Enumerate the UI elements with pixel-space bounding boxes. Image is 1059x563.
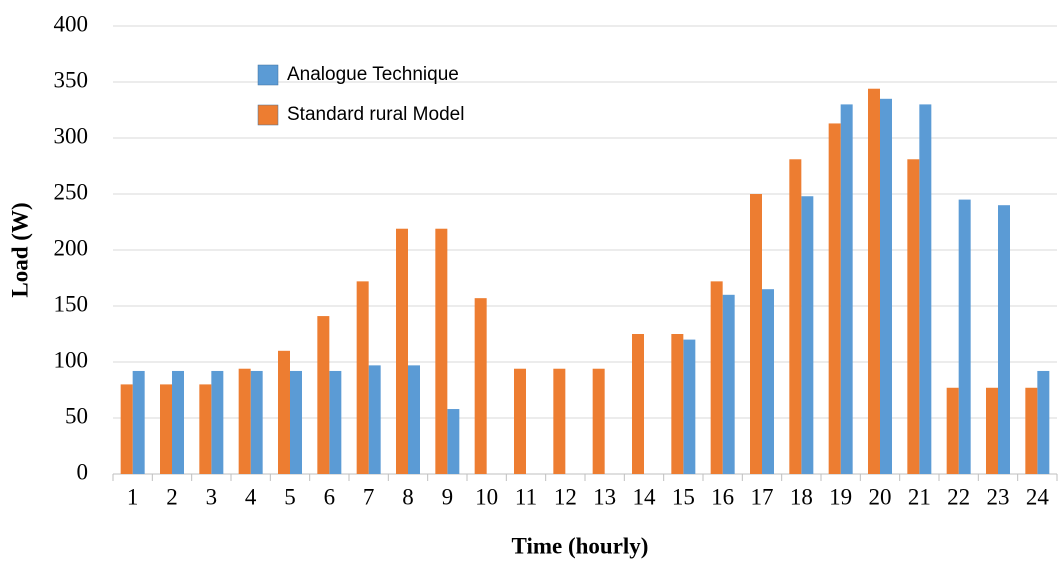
- bar: [211, 370, 224, 474]
- bar: [120, 384, 133, 474]
- bar: [998, 205, 1010, 474]
- bar: [368, 365, 381, 474]
- bar: [632, 334, 644, 474]
- bar: [958, 199, 971, 474]
- bar: [435, 228, 448, 474]
- bar: [840, 104, 853, 475]
- x-tick-label: 6: [324, 484, 336, 509]
- bar: [750, 194, 762, 474]
- y-tick-label: 0: [77, 459, 89, 484]
- bar: [907, 159, 920, 474]
- y-tick-label: 350: [54, 67, 89, 92]
- bar: [238, 368, 251, 474]
- bar: [132, 370, 145, 474]
- x-tick-label: 10: [475, 484, 498, 509]
- x-tick-label: 18: [790, 484, 813, 509]
- y-tick-label: 100: [54, 347, 89, 372]
- bar: [710, 281, 723, 474]
- bar: [199, 384, 212, 474]
- x-tick-label: 13: [593, 484, 616, 509]
- bar: [683, 339, 696, 474]
- x-tick-label: 11: [515, 484, 537, 509]
- bar: [474, 298, 487, 474]
- y-tick-label: 300: [54, 123, 89, 148]
- bar: [329, 370, 342, 474]
- legend-label: Standard rural Model: [287, 104, 464, 125]
- y-tick-label: 250: [54, 179, 89, 204]
- bar: [801, 196, 814, 475]
- bar: [290, 370, 302, 474]
- bar: [250, 370, 263, 474]
- bar: [396, 228, 408, 474]
- x-tick-label: 21: [908, 484, 931, 509]
- bar: [172, 370, 184, 474]
- x-tick-label: 12: [554, 484, 577, 509]
- bar: [278, 350, 290, 474]
- x-tick-label: 24: [1026, 484, 1050, 509]
- x-tick-label: 8: [402, 484, 414, 509]
- bar: [722, 294, 735, 474]
- x-tick-label: 23: [987, 484, 1010, 509]
- bar: [671, 334, 684, 474]
- bar: [880, 98, 892, 475]
- y-tick-label: 50: [65, 403, 88, 428]
- y-tick-label: 400: [54, 11, 89, 36]
- bar: [828, 123, 841, 474]
- bar: [789, 159, 802, 474]
- x-axis-title: Time (hourly): [512, 533, 649, 558]
- bar: [1037, 370, 1050, 474]
- y-axis-title: Load (W): [7, 202, 32, 297]
- x-tick-label: 14: [633, 484, 657, 509]
- bar: [160, 384, 172, 474]
- x-tick-label: 4: [245, 484, 257, 509]
- bar: [447, 409, 460, 474]
- bar: [919, 104, 932, 475]
- bar: [1025, 387, 1038, 474]
- bar: [356, 281, 369, 474]
- bar: [986, 387, 998, 474]
- x-tick-label: 20: [869, 484, 892, 509]
- bar: [592, 368, 605, 474]
- x-tick-label: 1: [127, 484, 139, 509]
- x-tick-label: 2: [166, 484, 178, 509]
- legend-label: Analogue Technique: [287, 64, 459, 85]
- bar: [553, 368, 566, 474]
- x-tick-label: 19: [829, 484, 852, 509]
- y-tick-label: 150: [54, 291, 89, 316]
- y-tick-label: 200: [54, 235, 89, 260]
- bar: [317, 316, 330, 474]
- bar: [868, 88, 880, 474]
- bar: [408, 365, 420, 474]
- legend-swatch: [257, 104, 279, 126]
- x-tick-label: 3: [206, 484, 218, 509]
- legend-swatch: [257, 64, 279, 86]
- bar: [762, 289, 774, 474]
- x-tick-label: 17: [751, 484, 774, 509]
- x-tick-label: 22: [947, 484, 970, 509]
- bar: [514, 368, 526, 474]
- x-tick-label: 7: [363, 484, 375, 509]
- x-tick-label: 16: [711, 484, 734, 509]
- x-tick-label: 9: [442, 484, 454, 509]
- x-tick-label: 5: [284, 484, 296, 509]
- x-tick-label: 15: [672, 484, 695, 509]
- bar: [946, 387, 959, 474]
